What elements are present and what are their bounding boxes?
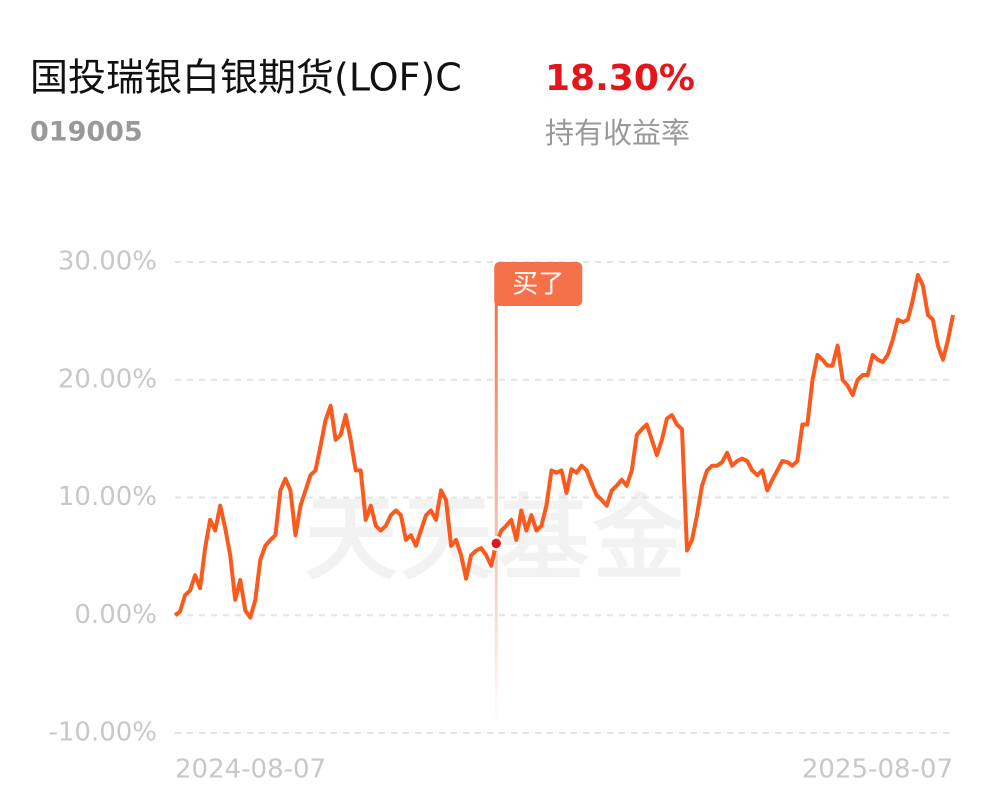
buy-badge [494,262,583,306]
x-tick-label: 2024-08-07 [175,755,326,785]
y-tick-label: 20.00% [58,364,157,394]
buy-label: 买了 [512,270,564,300]
fund-code: 019005 [30,117,143,148]
x-tick-label: 2025-08-07 [802,755,953,785]
y-tick-label: -10.00% [48,718,157,748]
fund-title: 国投瑞银白银期货(LOF)C [30,56,462,100]
series-line [173,273,955,620]
return-label: 持有收益率 [545,116,690,150]
buy-line [494,300,498,725]
buy-point [488,536,504,551]
y-tick-label: 10.00% [58,482,157,512]
return-value: 18.30% [545,58,695,99]
y-tick-label: 0.00% [74,600,157,630]
y-tick-label: 30.00% [58,247,157,277]
